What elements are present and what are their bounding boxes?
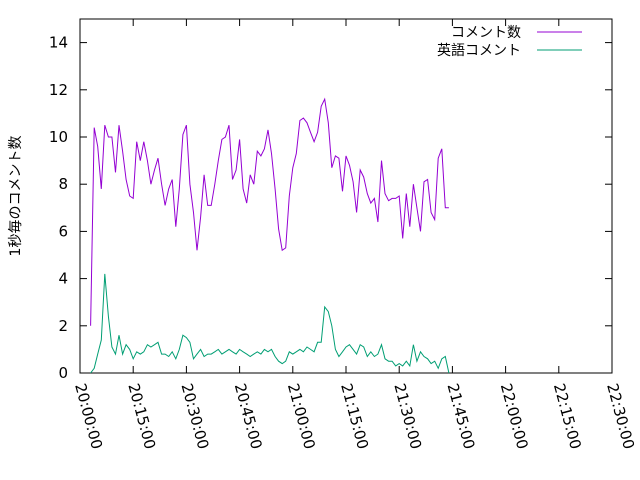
series-line-0 [90, 97, 449, 326]
y-tick-label: 2 [58, 317, 68, 335]
y-tick-label: 10 [49, 128, 68, 146]
x-tick-label: 21:30:00 [390, 381, 425, 451]
y-tick-label: 0 [58, 364, 68, 382]
y-tick-label: 4 [58, 270, 68, 288]
x-tick-label: 21:00:00 [284, 381, 319, 451]
chart-axes [79, 18, 613, 374]
y-axis-ticks: 0 2 4 6 8 10 12 14 [49, 34, 612, 382]
y-tick-label: 8 [58, 175, 68, 193]
x-tick-label: 20:45:00 [231, 381, 266, 451]
x-tick-label: 20:00:00 [71, 381, 106, 451]
x-tick-label: 21:45:00 [444, 381, 479, 451]
series-line-1 [90, 273, 450, 374]
x-tick-label: 22:30:00 [603, 381, 638, 451]
x-tick-label: 20:15:00 [124, 381, 159, 451]
x-axis-ticks: 20:00:00 20:15:00 20:30:00 20:45:00 21:00:00… [71, 19, 638, 451]
x-tick-label: 22:15:00 [550, 381, 585, 451]
x-tick-label: 20:30:00 [178, 381, 213, 451]
series-layer [90, 97, 450, 374]
y-axis-label: 1秒毎のコメント数 [8, 136, 24, 257]
plot-border [79, 18, 613, 374]
x-tick-label: 21:15:00 [337, 381, 372, 451]
y-tick-label: 6 [58, 222, 68, 240]
y-tick-label: 12 [49, 81, 68, 99]
x-tick-label: 22:00:00 [497, 381, 532, 451]
y-tick-label: 14 [49, 34, 68, 52]
legend-label-1: 英語コメント [437, 42, 521, 59]
legend-label-0: コメント数 [451, 25, 521, 41]
